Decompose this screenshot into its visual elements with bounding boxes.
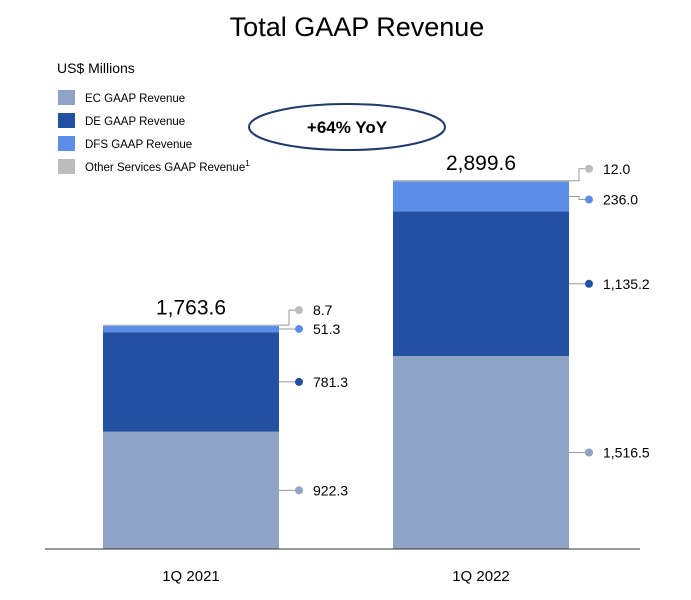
value-label-de-gaap-revenue: 1,135.2 <box>603 276 650 292</box>
value-label-ec-gaap-revenue: 922.3 <box>313 482 348 498</box>
callout-line <box>279 309 299 326</box>
legend: EC GAAP Revenue DE GAAP Revenue DFS GAAP R… <box>58 90 250 174</box>
legend-swatch-ec-gaap-revenue <box>58 90 75 105</box>
callout-dot <box>295 324 303 333</box>
bar-1q-2022: 2,899.6 1,516.5 1,135.2 236.0 12.0 <box>393 152 650 549</box>
total-label: 1,763.6 <box>156 297 226 320</box>
legend-label-dfs-gaap-revenue: DFS GAAP Revenue <box>85 139 192 151</box>
segment-dfs-gaap-revenue <box>393 181 569 212</box>
callout-line <box>569 196 589 201</box>
legend-label-other-services-gaap-revenue: Other Services GAAP Revenue1 <box>85 159 250 174</box>
segment-ec-gaap-revenue <box>393 356 569 549</box>
callout-dot <box>585 279 593 288</box>
segment-dfs-gaap-revenue <box>103 325 279 333</box>
segment-de-gaap-revenue <box>393 211 569 357</box>
callout-dot <box>295 486 303 495</box>
callout-line <box>569 168 589 182</box>
unit-label: US$ Millions <box>57 60 135 76</box>
legend-footnote: 1 <box>245 159 250 168</box>
value-label-dfs-gaap-revenue: 51.3 <box>313 321 340 337</box>
segment-other-services-gaap-revenue <box>393 179 569 182</box>
value-label-de-gaap-revenue: 781.3 <box>313 374 348 390</box>
value-label-dfs-gaap-revenue: 236.0 <box>603 192 638 208</box>
legend-label-ec-gaap-revenue: EC GAAP Revenue <box>85 93 185 105</box>
callout-dot <box>585 164 593 173</box>
value-label-other-services-gaap-revenue: 8.7 <box>313 302 333 318</box>
legend-swatch-other-services-gaap-revenue <box>58 159 75 174</box>
yoy-annotation: +64% YoY <box>248 103 446 151</box>
yoy-ellipse <box>248 103 446 151</box>
legend-swatch-dfs-gaap-revenue <box>58 136 75 151</box>
category-labels: 1Q 2021 1Q 2022 <box>162 568 510 585</box>
segment-other-services-gaap-revenue <box>103 324 279 326</box>
segment-ec-gaap-revenue <box>103 431 279 549</box>
segment-de-gaap-revenue <box>103 332 279 432</box>
yoy-label: +64% YoY <box>307 118 388 137</box>
callout-dot <box>585 448 593 457</box>
callout-dot <box>295 306 303 315</box>
bar-1q-2021: 1,763.6 922.3 781.3 51.3 8.7 <box>103 297 348 549</box>
chart-title: Total GAAP Revenue <box>230 12 485 42</box>
total-label: 2,899.6 <box>446 152 516 175</box>
value-label-ec-gaap-revenue: 1,516.5 <box>603 445 650 461</box>
category-label: 1Q 2021 <box>162 568 220 585</box>
callout-dot <box>295 377 303 386</box>
value-label-other-services-gaap-revenue: 12.0 <box>603 161 630 177</box>
callout-dot <box>585 195 593 204</box>
bars: 1,763.6 922.3 781.3 51.3 8.7 2,899.6 1,516.5 1,… <box>103 152 650 549</box>
legend-swatch-de-gaap-revenue <box>58 113 75 128</box>
legend-label-de-gaap-revenue: DE GAAP Revenue <box>85 116 185 128</box>
category-label: 1Q 2022 <box>452 568 510 585</box>
